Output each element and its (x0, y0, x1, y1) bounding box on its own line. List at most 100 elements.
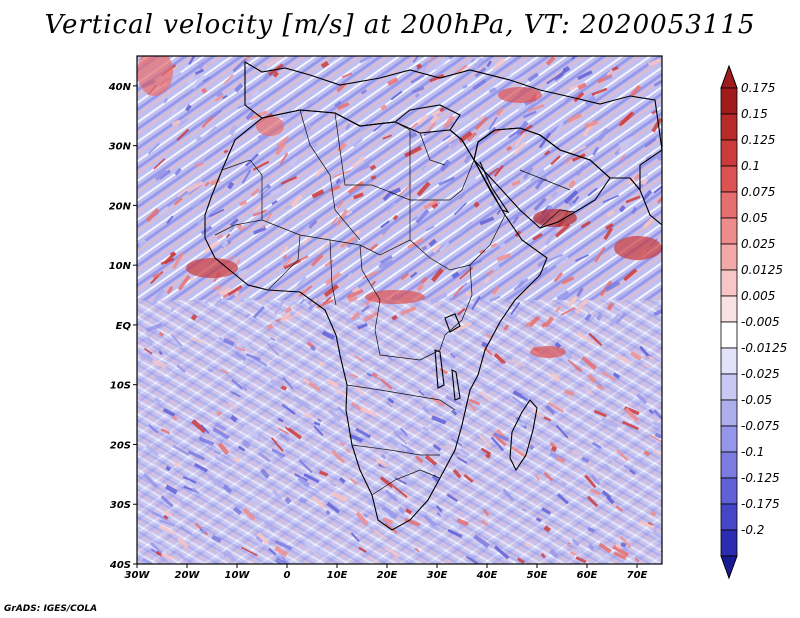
velocity-cell (270, 437, 284, 452)
velocity-cell (193, 462, 208, 473)
velocity-cell (163, 97, 169, 104)
velocity-cell (414, 92, 420, 99)
lon-tick-label: 30E (427, 570, 448, 581)
velocity-cell (204, 505, 214, 514)
velocity-cell (234, 83, 244, 93)
velocity-cell (340, 235, 357, 249)
velocity-cell (241, 169, 252, 184)
velocity-cell (276, 136, 290, 148)
velocity-cell (456, 518, 469, 527)
colorbar-level-label: -0.075 (741, 419, 780, 433)
velocity-cell (547, 401, 564, 413)
velocity-cell (543, 525, 551, 533)
velocity-cell (469, 134, 481, 143)
velocity-cell (328, 185, 341, 193)
strong-updraft-cell (533, 209, 577, 227)
velocity-cell (581, 386, 590, 393)
velocity-cell (165, 465, 172, 472)
velocity-cell (412, 56, 419, 63)
velocity-cell (191, 73, 206, 90)
velocity-cell (338, 476, 346, 484)
velocity-cell (321, 330, 335, 340)
velocity-cell (596, 313, 603, 321)
velocity-cell (421, 245, 428, 251)
velocity-cell (335, 389, 348, 397)
velocity-cell (473, 201, 480, 208)
velocity-cell (459, 267, 474, 280)
velocity-cell (554, 68, 567, 83)
velocity-cell (176, 364, 186, 374)
colorbar-swatch (720, 87, 738, 115)
velocity-cell (138, 351, 156, 364)
velocity-cell (231, 353, 242, 361)
velocity-cell (186, 75, 195, 85)
velocity-cell (438, 176, 456, 186)
velocity-cell (185, 479, 198, 489)
velocity-cell (400, 272, 409, 281)
velocity-cell (321, 370, 331, 378)
velocity-cell (349, 477, 358, 486)
velocity-cell (524, 321, 531, 328)
velocity-cell (326, 502, 341, 514)
velocity-cell (534, 475, 541, 481)
velocity-cell (590, 474, 601, 486)
velocity-cell (401, 466, 411, 475)
velocity-cell (537, 258, 549, 268)
velocity-cell (384, 522, 398, 534)
colorbar-swatch (720, 425, 738, 453)
velocity-cell (584, 119, 598, 129)
velocity-cell (570, 551, 576, 556)
velocity-cell (267, 323, 274, 330)
velocity-cell (311, 188, 325, 199)
velocity-cell (502, 488, 515, 502)
velocity-cell (540, 553, 546, 559)
velocity-cell (385, 353, 393, 361)
velocity-cell (439, 241, 450, 252)
velocity-cell (325, 509, 331, 516)
velocity-cell (257, 541, 264, 548)
velocity-cell (245, 353, 261, 361)
velocity-cell (190, 313, 198, 321)
velocity-cell (266, 56, 282, 67)
velocity-cell (145, 444, 159, 457)
colorbar-bottom-arrow (720, 555, 738, 580)
velocity-cell (567, 198, 576, 207)
velocity-cell (588, 332, 603, 347)
velocity-cell (488, 87, 497, 94)
velocity-cell (533, 197, 547, 212)
velocity-cell (355, 511, 369, 526)
velocity-cell (629, 469, 636, 475)
velocity-cell (255, 535, 264, 544)
colorbar-top-arrow (720, 64, 738, 89)
velocity-cell (378, 259, 394, 269)
velocity-cell (147, 142, 160, 155)
velocity-cell (430, 267, 444, 283)
velocity-cell (382, 517, 394, 525)
velocity-cell (331, 216, 339, 226)
velocity-cell (242, 386, 248, 392)
velocity-cell (352, 137, 363, 148)
velocity-cell (253, 203, 263, 213)
velocity-cell (336, 199, 345, 209)
velocity-cell (323, 283, 339, 298)
velocity-cell (177, 551, 188, 562)
map-frame (136, 55, 663, 565)
velocity-cell (447, 528, 463, 538)
velocity-cell (368, 555, 380, 564)
velocity-cell (586, 495, 599, 507)
velocity-cell (458, 193, 466, 200)
velocity-cell (571, 538, 580, 547)
velocity-cell (271, 200, 278, 206)
velocity-cell (596, 127, 610, 142)
velocity-cell (335, 178, 341, 184)
velocity-cell (619, 535, 632, 549)
velocity-cell (347, 180, 364, 195)
velocity-cell (336, 82, 347, 93)
velocity-cell (569, 83, 580, 91)
velocity-cell (477, 115, 483, 120)
lon-tick-label: 70E (627, 570, 648, 581)
velocity-cell (511, 180, 521, 187)
velocity-cell (435, 57, 447, 72)
velocity-cell (483, 277, 490, 284)
velocity-cell (629, 351, 642, 361)
